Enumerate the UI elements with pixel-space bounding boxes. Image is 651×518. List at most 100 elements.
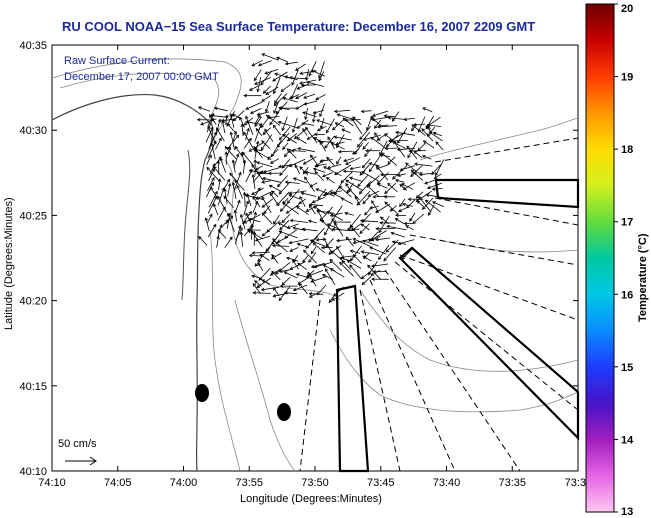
current-vector-head [316,127,321,132]
current-vector-head [279,172,283,177]
current-vector [399,184,407,191]
current-vector-head [226,212,231,217]
current-vector-head [379,221,383,225]
current-vector [280,84,291,92]
current-vector [272,245,290,247]
y-tick-label: 40:35 [19,40,47,52]
current-vector [214,107,228,112]
current-vector-head [289,266,294,270]
current-vector [316,210,335,214]
current-vector [371,200,379,213]
current-vector-head [325,243,329,248]
colorbar-tick-label: 19 [621,72,633,84]
current-vector [432,201,445,208]
current-vector [392,111,400,122]
current-vector-head [352,151,356,155]
current-vector-head [282,133,286,138]
current-vector [313,168,326,173]
current-vector-head [378,256,382,260]
current-vector [243,214,261,224]
current-vector-head [271,244,276,248]
current-vector-head [251,230,255,234]
current-vector [297,277,309,285]
current-vector-head [375,164,379,169]
current-vector-head [282,96,286,101]
current-vector-head [422,107,426,111]
current-vector [433,132,442,137]
current-vector [293,177,308,184]
current-vector-head [254,81,258,85]
current-vector [289,190,307,194]
current-vector [377,183,388,189]
bathy-contour [224,159,341,301]
current-vector-head [292,287,297,292]
current-vector [362,158,371,169]
current-vector [273,287,280,297]
current-vector [349,214,362,228]
current-vector [308,269,324,277]
current-vector [213,203,219,216]
current-vector-head [219,224,223,228]
current-vector [205,182,214,198]
current-vector [279,181,291,195]
current-vector [291,150,306,152]
x-tick-label: 74:10 [38,477,66,489]
current-vector [305,171,316,175]
current-vector-head [319,125,324,130]
x-tick-label: 73:35 [498,477,526,489]
axes: 74:10 74:05 74:00 73:55 73:50 73:45 73:40 73:35… [19,40,586,489]
current-vector-head [331,297,336,301]
current-vector-head [338,256,343,261]
current-vector-head [345,182,349,187]
current-vector [307,133,316,140]
current-vector [258,60,272,66]
current-vector-head [253,159,258,163]
current-vector-head [269,121,273,126]
current-vector [273,77,281,94]
current-vector [253,69,262,81]
current-vector-head [304,170,309,175]
current-vector [225,146,237,160]
current-vector-head [207,125,211,130]
colorbar-tick-label: 15 [621,362,633,374]
current-vector-head [261,98,265,102]
colorbar [585,3,615,513]
current-vector-head [217,195,221,200]
current-vector [278,163,297,168]
current-vector [309,204,324,207]
current-vector-head [394,178,399,183]
current-vector [264,69,279,74]
current-vector [281,159,291,169]
current-vector-head [370,136,375,141]
current-vector-head [260,81,264,86]
current-vector [323,166,342,177]
current-vector-head [271,253,275,258]
current-vector-head [308,259,312,263]
current-vector-head [405,225,410,229]
current-vector-head [249,110,254,114]
current-vector-head [336,160,340,165]
current-vector [223,196,234,208]
current-vector [285,181,300,184]
current-vector [375,237,390,241]
current-vector-head [238,224,242,229]
x-tick-label: 73:55 [235,477,263,489]
current-vector-head [312,110,317,115]
current-vector-head [325,177,330,181]
current-vector-head [352,254,357,258]
current-vector [263,85,271,94]
current-vector [371,263,389,267]
current-vector-head [239,231,244,235]
current-vector-head [271,153,275,158]
current-vector [432,188,443,190]
current-vector [402,203,414,207]
current-vector [342,117,354,127]
current-vector [312,197,325,203]
current-vector-head [396,147,401,152]
current-vector [303,249,318,264]
current-vector [326,177,335,184]
current-vector [410,169,424,181]
current-vector [272,124,282,136]
current-vector [385,239,399,253]
current-vector [257,246,271,262]
